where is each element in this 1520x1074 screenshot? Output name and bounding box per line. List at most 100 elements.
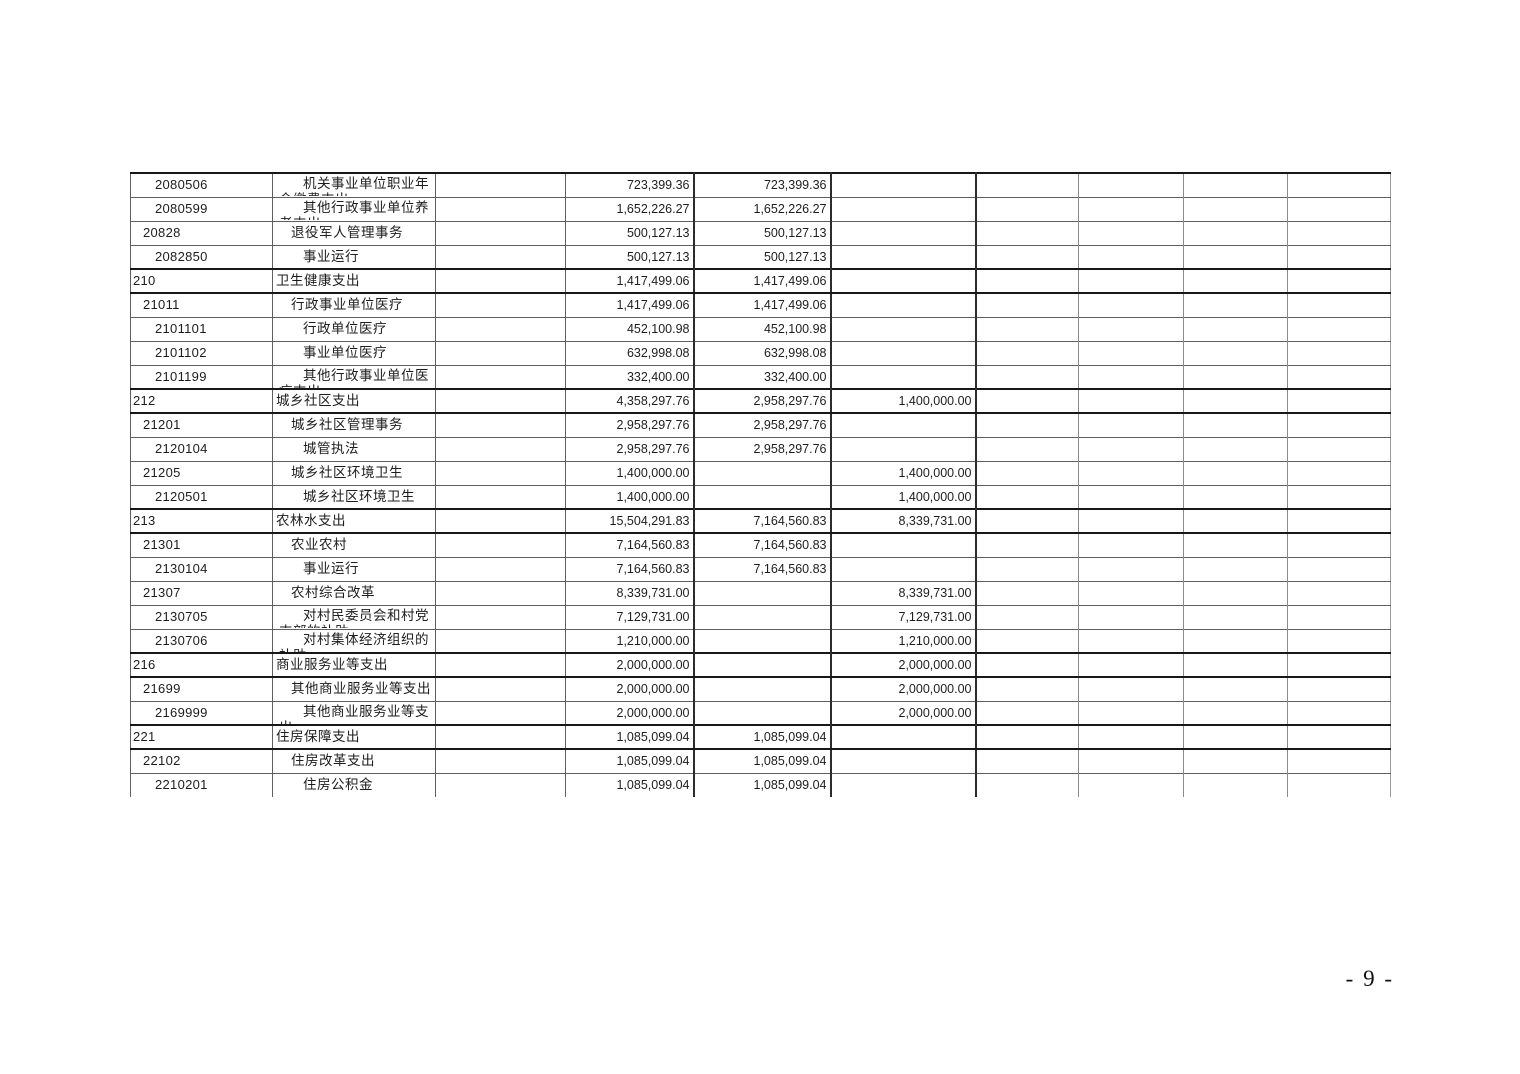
amount-col3-cell: [830, 436, 977, 461]
table-row: 2080506 机关事业单位职业年 金缴费支出 723,399.36 723,3…: [130, 172, 1391, 197]
item-name-line1: 行政单位医疗: [303, 320, 387, 336]
blank-cell: [1078, 460, 1184, 485]
amount-total-cell: 632,998.08: [565, 340, 695, 365]
amount-col3-cell: [830, 340, 977, 365]
blank-cell: [1287, 220, 1391, 245]
blank-cell: [975, 196, 1079, 221]
amount-total: 7,164,560.83: [616, 562, 690, 576]
amount-total-cell: 332,400.00: [565, 364, 695, 389]
item-name: 城管执法: [273, 438, 435, 460]
name-cell: 行政单位医疗: [272, 316, 436, 341]
amount-col3-cell: 1,400,000.00: [830, 388, 977, 414]
amount-col3-cell: 2,000,000.00: [830, 700, 977, 725]
blank-cell: [1287, 532, 1391, 557]
blank-cell: [1078, 268, 1184, 294]
code-cell: 2120104: [130, 436, 273, 461]
amount-total: 7,164,560.83: [616, 538, 690, 553]
amount-total: 2,000,000.00: [616, 682, 690, 697]
amount-col3: 1,400,000.00: [898, 489, 972, 504]
amount-col3: 2,000,000.00: [898, 658, 972, 672]
amount-col2-cell: 1,085,099.04: [693, 772, 832, 797]
amount-total-cell: 1,652,226.27: [565, 196, 695, 221]
amount-col2-cell: 2,958,297.76: [693, 412, 832, 437]
blank-cell: [435, 532, 566, 557]
amount-col2: 2,958,297.76: [753, 394, 827, 408]
amount-total: 1,400,000.00: [616, 466, 690, 480]
amount-col2-cell: 500,127.13: [693, 220, 832, 245]
code-text: 210: [133, 273, 156, 288]
amount-col3: 1,400,000.00: [898, 466, 972, 480]
amount-total-cell: 2,000,000.00: [565, 652, 695, 678]
item-name: 对村集体经济组织的 补助: [273, 630, 435, 652]
table-row: 221 住房保障支出 1,085,099.04 1,085,099.04: [130, 724, 1391, 750]
amount-col3-cell: [830, 412, 977, 437]
amount-total-cell: 1,210,000.00: [565, 628, 695, 653]
blank-cell: [975, 628, 1079, 653]
amount-total-cell: 1,085,099.04: [565, 772, 695, 797]
item-name-line1: 农林水支出: [276, 513, 346, 528]
item-name-line1: 其他商业服务业等支: [303, 703, 429, 719]
item-name-line1: 城乡社区环境卫生: [303, 488, 415, 504]
blank-cell: [1078, 748, 1184, 773]
code-cell: 2101102: [130, 340, 273, 365]
item-name: 卫生健康支出: [273, 271, 435, 291]
blank-cell: [1078, 340, 1184, 365]
blank-cell: [1183, 580, 1288, 605]
amount-col2: 1,417,499.06: [753, 274, 827, 288]
blank-cell: [435, 652, 566, 678]
code-text: 2130706: [155, 632, 208, 648]
name-cell: 农村综合改革: [272, 580, 436, 605]
amount-col2-cell: 7,164,560.83: [693, 532, 832, 557]
blank-cell: [1078, 292, 1184, 317]
table-row: 2210201 住房公积金 1,085,099.04 1,085,099.04: [130, 772, 1391, 797]
amount-total: 1,652,226.27: [616, 202, 690, 216]
blank-cell: [1287, 292, 1391, 317]
blank-cell: [975, 364, 1079, 389]
code-text: 2101199: [155, 368, 207, 384]
item-name: 城乡社区支出: [273, 391, 435, 411]
blank-cell: [1183, 220, 1288, 245]
item-name: 行政事业单位医疗: [273, 294, 435, 316]
table-row: 21301 农业农村 7,164,560.83 7,164,560.83: [130, 532, 1391, 557]
table-row: 2169999 其他商业服务业等支 出 2,000,000.00 2,000,0…: [130, 700, 1391, 725]
code-cell: 2169999: [130, 700, 273, 725]
amount-total-cell: 452,100.98: [565, 316, 695, 341]
code-cell: 2082850: [130, 244, 273, 269]
item-name-line1: 商业服务业等支出: [276, 657, 388, 672]
amount-total-cell: 1,400,000.00: [565, 460, 695, 485]
amount-total-cell: 1,400,000.00: [565, 484, 695, 509]
blank-cell: [435, 460, 566, 485]
name-cell: 城乡社区支出: [272, 388, 436, 414]
code-cell: 212: [130, 388, 273, 414]
code-cell: 2120501: [130, 484, 273, 509]
code-cell: 21307: [130, 580, 273, 605]
blank-cell: [1287, 676, 1391, 701]
name-cell: 其他行政事业单位养 老支出: [272, 196, 436, 221]
amount-col2: 452,100.98: [763, 322, 827, 336]
blank-cell: [435, 268, 566, 294]
amount-total-cell: 1,085,099.04: [565, 748, 695, 773]
name-cell: 其他行政事业单位医 疗支出: [272, 364, 436, 389]
code-cell: 216: [130, 652, 273, 678]
code-cell: 2130705: [130, 604, 273, 629]
amount-total: 1,417,499.06: [616, 298, 690, 313]
blank-cell: [435, 364, 566, 389]
blank-cell: [1183, 604, 1288, 629]
amount-col2-cell: 2,958,297.76: [693, 436, 832, 461]
blank-cell: [975, 772, 1079, 797]
blank-cell: [1287, 556, 1391, 581]
blank-cell: [975, 748, 1079, 773]
code-cell: 20828: [130, 220, 273, 245]
code-text: 22102: [143, 753, 181, 768]
item-name-line1: 事业运行: [303, 248, 359, 264]
name-cell: 城乡社区环境卫生: [272, 484, 436, 509]
amount-col2-cell: 1,417,499.06: [693, 292, 832, 317]
name-cell: 事业运行: [272, 556, 436, 581]
blank-cell: [1078, 388, 1184, 414]
item-name-line1: 行政事业单位医疗: [291, 297, 403, 312]
blank-cell: [1183, 268, 1288, 294]
blank-cell: [435, 412, 566, 437]
blank-cell: [435, 724, 566, 750]
amount-col2-cell: 632,998.08: [693, 340, 832, 365]
